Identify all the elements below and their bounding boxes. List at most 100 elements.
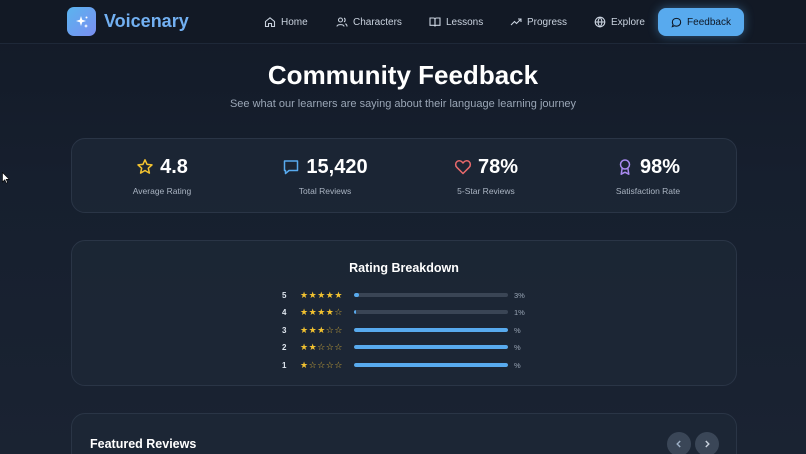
mouse-cursor-icon bbox=[2, 172, 10, 184]
star-empty-icon: ☆ bbox=[325, 359, 334, 370]
star-filled-icon: ★ bbox=[300, 359, 309, 370]
rating-number: 3 bbox=[282, 325, 287, 335]
star-empty-icon: ☆ bbox=[334, 341, 343, 352]
nav-characters-label: Characters bbox=[353, 16, 402, 28]
star-filled-icon: ★ bbox=[317, 324, 326, 335]
home-icon bbox=[264, 17, 276, 28]
chevron-left-icon bbox=[676, 440, 681, 448]
rating-percent: % bbox=[514, 360, 521, 370]
logo-icon[interactable] bbox=[67, 7, 96, 36]
nav-progress-label: Progress bbox=[527, 16, 568, 28]
chat-icon bbox=[284, 160, 299, 175]
rating-bar-fill bbox=[354, 293, 359, 297]
rating-percent: 1% bbox=[514, 307, 525, 317]
rating-stars: ★ ★ ★ ★ ★ bbox=[300, 289, 350, 300]
rating-percent: % bbox=[514, 342, 521, 352]
feedback-button[interactable]: Feedback bbox=[658, 8, 744, 36]
star-empty-icon: ☆ bbox=[317, 341, 326, 352]
rating-stars: ★ ★ ★ ★ ☆ bbox=[300, 306, 350, 317]
rating-bar-track bbox=[354, 363, 508, 367]
page-title: Community Feedback bbox=[267, 60, 539, 90]
rating-bar-track bbox=[354, 310, 508, 314]
heart-icon bbox=[454, 160, 472, 175]
rating-row-4: 4 ★ ★ ★ ★ ☆ 1% bbox=[282, 306, 525, 318]
nav-progress[interactable]: Progress bbox=[510, 14, 567, 30]
chat-icon bbox=[671, 17, 682, 27]
star-filled-icon: ★ bbox=[325, 306, 334, 317]
rating-bar-fill bbox=[354, 363, 508, 367]
rating-bar-fill bbox=[354, 310, 356, 314]
rating-number: 5 bbox=[282, 290, 287, 300]
star-icon bbox=[137, 159, 153, 174]
rating-number: 4 bbox=[282, 307, 287, 317]
app-name[interactable]: Voicenary bbox=[104, 11, 189, 31]
stat-total-reviews: 15,420 Total Reviews bbox=[255, 153, 395, 196]
nav-explore[interactable]: Explore bbox=[594, 14, 645, 30]
featured-reviews-title: Featured Reviews bbox=[90, 437, 197, 451]
nav-home[interactable]: Home bbox=[264, 14, 308, 30]
rating-bar-track bbox=[354, 345, 508, 349]
rating-bar-fill bbox=[354, 328, 508, 332]
rating-stars: ★ ☆ ☆ ☆ ☆ bbox=[300, 359, 350, 370]
star-filled-icon: ★ bbox=[308, 289, 317, 300]
star-filled-icon: ★ bbox=[325, 289, 334, 300]
users-icon bbox=[336, 17, 348, 27]
rating-breakdown-title: Rating Breakdown bbox=[349, 261, 459, 275]
rating-row-1: 1 ★ ☆ ☆ ☆ ☆% bbox=[282, 359, 521, 371]
rating-stars: ★ ★ ★ ☆ ☆ bbox=[300, 324, 350, 335]
nav-lessons[interactable]: Lessons bbox=[429, 14, 483, 30]
stat-average-rating: 4.8 Average Rating bbox=[92, 153, 232, 197]
carousel-prev-button[interactable] bbox=[667, 432, 691, 454]
star-empty-icon: ☆ bbox=[308, 359, 317, 370]
stat-label: Average Rating bbox=[132, 186, 192, 196]
stat-value: 78% bbox=[477, 155, 519, 178]
top-nav: Voicenary Home Characters Lessons Progre… bbox=[0, 0, 806, 44]
stat-value: 98% bbox=[639, 155, 681, 178]
stat-satisfaction-rate: 98% Satisfaction Rate bbox=[578, 153, 718, 197]
star-filled-icon: ★ bbox=[317, 306, 326, 317]
rating-row-2: 2 ★ ★ ☆ ☆ ☆% bbox=[282, 341, 521, 353]
star-empty-icon: ☆ bbox=[334, 359, 343, 370]
feedback-button-label: Feedback bbox=[687, 16, 731, 28]
trending-up-icon bbox=[510, 18, 522, 26]
star-empty-icon: ☆ bbox=[334, 306, 343, 317]
globe-icon bbox=[594, 16, 606, 28]
stat-label: Total Reviews bbox=[298, 186, 352, 196]
nav-home-label: Home bbox=[281, 16, 308, 28]
rating-row-3: 3 ★ ★ ★ ☆ ☆% bbox=[282, 324, 521, 336]
featured-reviews-card: Featured Reviews bbox=[71, 413, 737, 454]
chevron-right-icon bbox=[705, 440, 710, 448]
star-empty-icon: ☆ bbox=[325, 341, 334, 352]
stat-value: 4.8 bbox=[160, 155, 188, 178]
stat-five-star-reviews: 78% 5-Star Reviews bbox=[416, 153, 556, 196]
stats-card: 4.8 Average Rating 15,420 Total Reviews … bbox=[71, 138, 737, 213]
star-filled-icon: ★ bbox=[300, 306, 309, 317]
rating-percent: % bbox=[514, 325, 521, 335]
star-filled-icon: ★ bbox=[308, 306, 317, 317]
star-filled-icon: ★ bbox=[300, 289, 309, 300]
star-filled-icon: ★ bbox=[308, 324, 317, 335]
star-filled-icon: ★ bbox=[300, 324, 309, 335]
nav-characters[interactable]: Characters bbox=[336, 14, 402, 30]
nav-lessons-label: Lessons bbox=[446, 16, 484, 28]
page-subtitle: See what our learners are saying about t… bbox=[229, 98, 577, 110]
rating-breakdown-card: Rating Breakdown 5 ★ ★ ★ ★ ★ 3% 4 ★ ★ ★ ★ ☆ 1% 3 ★ ★ ★ ☆ ☆%… bbox=[71, 240, 737, 386]
rating-number: 2 bbox=[282, 342, 287, 352]
stat-value: 15,420 bbox=[306, 155, 368, 178]
star-filled-icon: ★ bbox=[308, 341, 317, 352]
rating-bar-track bbox=[354, 328, 508, 332]
rating-bar-track bbox=[354, 293, 508, 297]
star-empty-icon: ☆ bbox=[317, 359, 326, 370]
nav-explore-label: Explore bbox=[611, 16, 645, 28]
carousel-next-button[interactable] bbox=[695, 432, 719, 454]
star-filled-icon: ★ bbox=[334, 289, 343, 300]
book-icon bbox=[429, 17, 441, 27]
rating-bar-fill bbox=[354, 345, 508, 349]
star-empty-icon: ☆ bbox=[325, 324, 334, 335]
rating-row-5: 5 ★ ★ ★ ★ ★ 3% bbox=[282, 289, 525, 301]
rating-stars: ★ ★ ☆ ☆ ☆ bbox=[300, 341, 350, 352]
star-filled-icon: ★ bbox=[317, 289, 326, 300]
star-filled-icon: ★ bbox=[300, 341, 309, 352]
stat-label: 5-Star Reviews bbox=[457, 186, 515, 196]
star-empty-icon: ☆ bbox=[334, 324, 343, 335]
